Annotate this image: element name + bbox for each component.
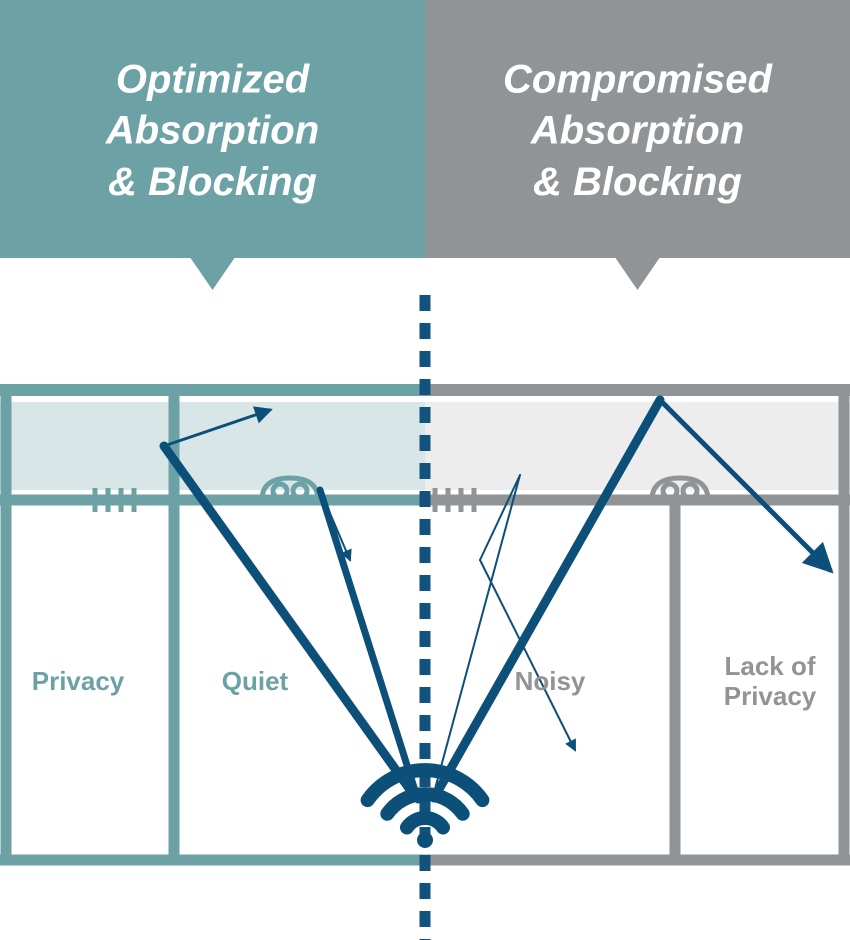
zone-label: Noisy xyxy=(515,666,586,696)
svg-text:Absorption: Absorption xyxy=(105,109,319,153)
diagram-svg: OptimizedAbsorption& BlockingCompromised… xyxy=(0,0,850,940)
zone-label: Quiet xyxy=(222,666,289,696)
svg-text:& Blocking: & Blocking xyxy=(108,160,317,204)
zone-label: Privacy xyxy=(724,681,817,711)
header-right: Compromised Absorption & Blocking xyxy=(425,0,850,290)
diagram-stage: OptimizedAbsorption& BlockingCompromised… xyxy=(0,0,850,940)
header-left: Optimized Absorption & Blocking xyxy=(0,0,425,290)
svg-text:Absorption: Absorption xyxy=(530,109,744,153)
zone-label: Privacy xyxy=(32,666,125,696)
svg-text:Compromised: Compromised xyxy=(503,57,773,101)
zone-label: Lack of xyxy=(724,651,815,681)
svg-text:Optimized: Optimized xyxy=(116,57,311,101)
svg-text:& Blocking: & Blocking xyxy=(533,160,742,204)
